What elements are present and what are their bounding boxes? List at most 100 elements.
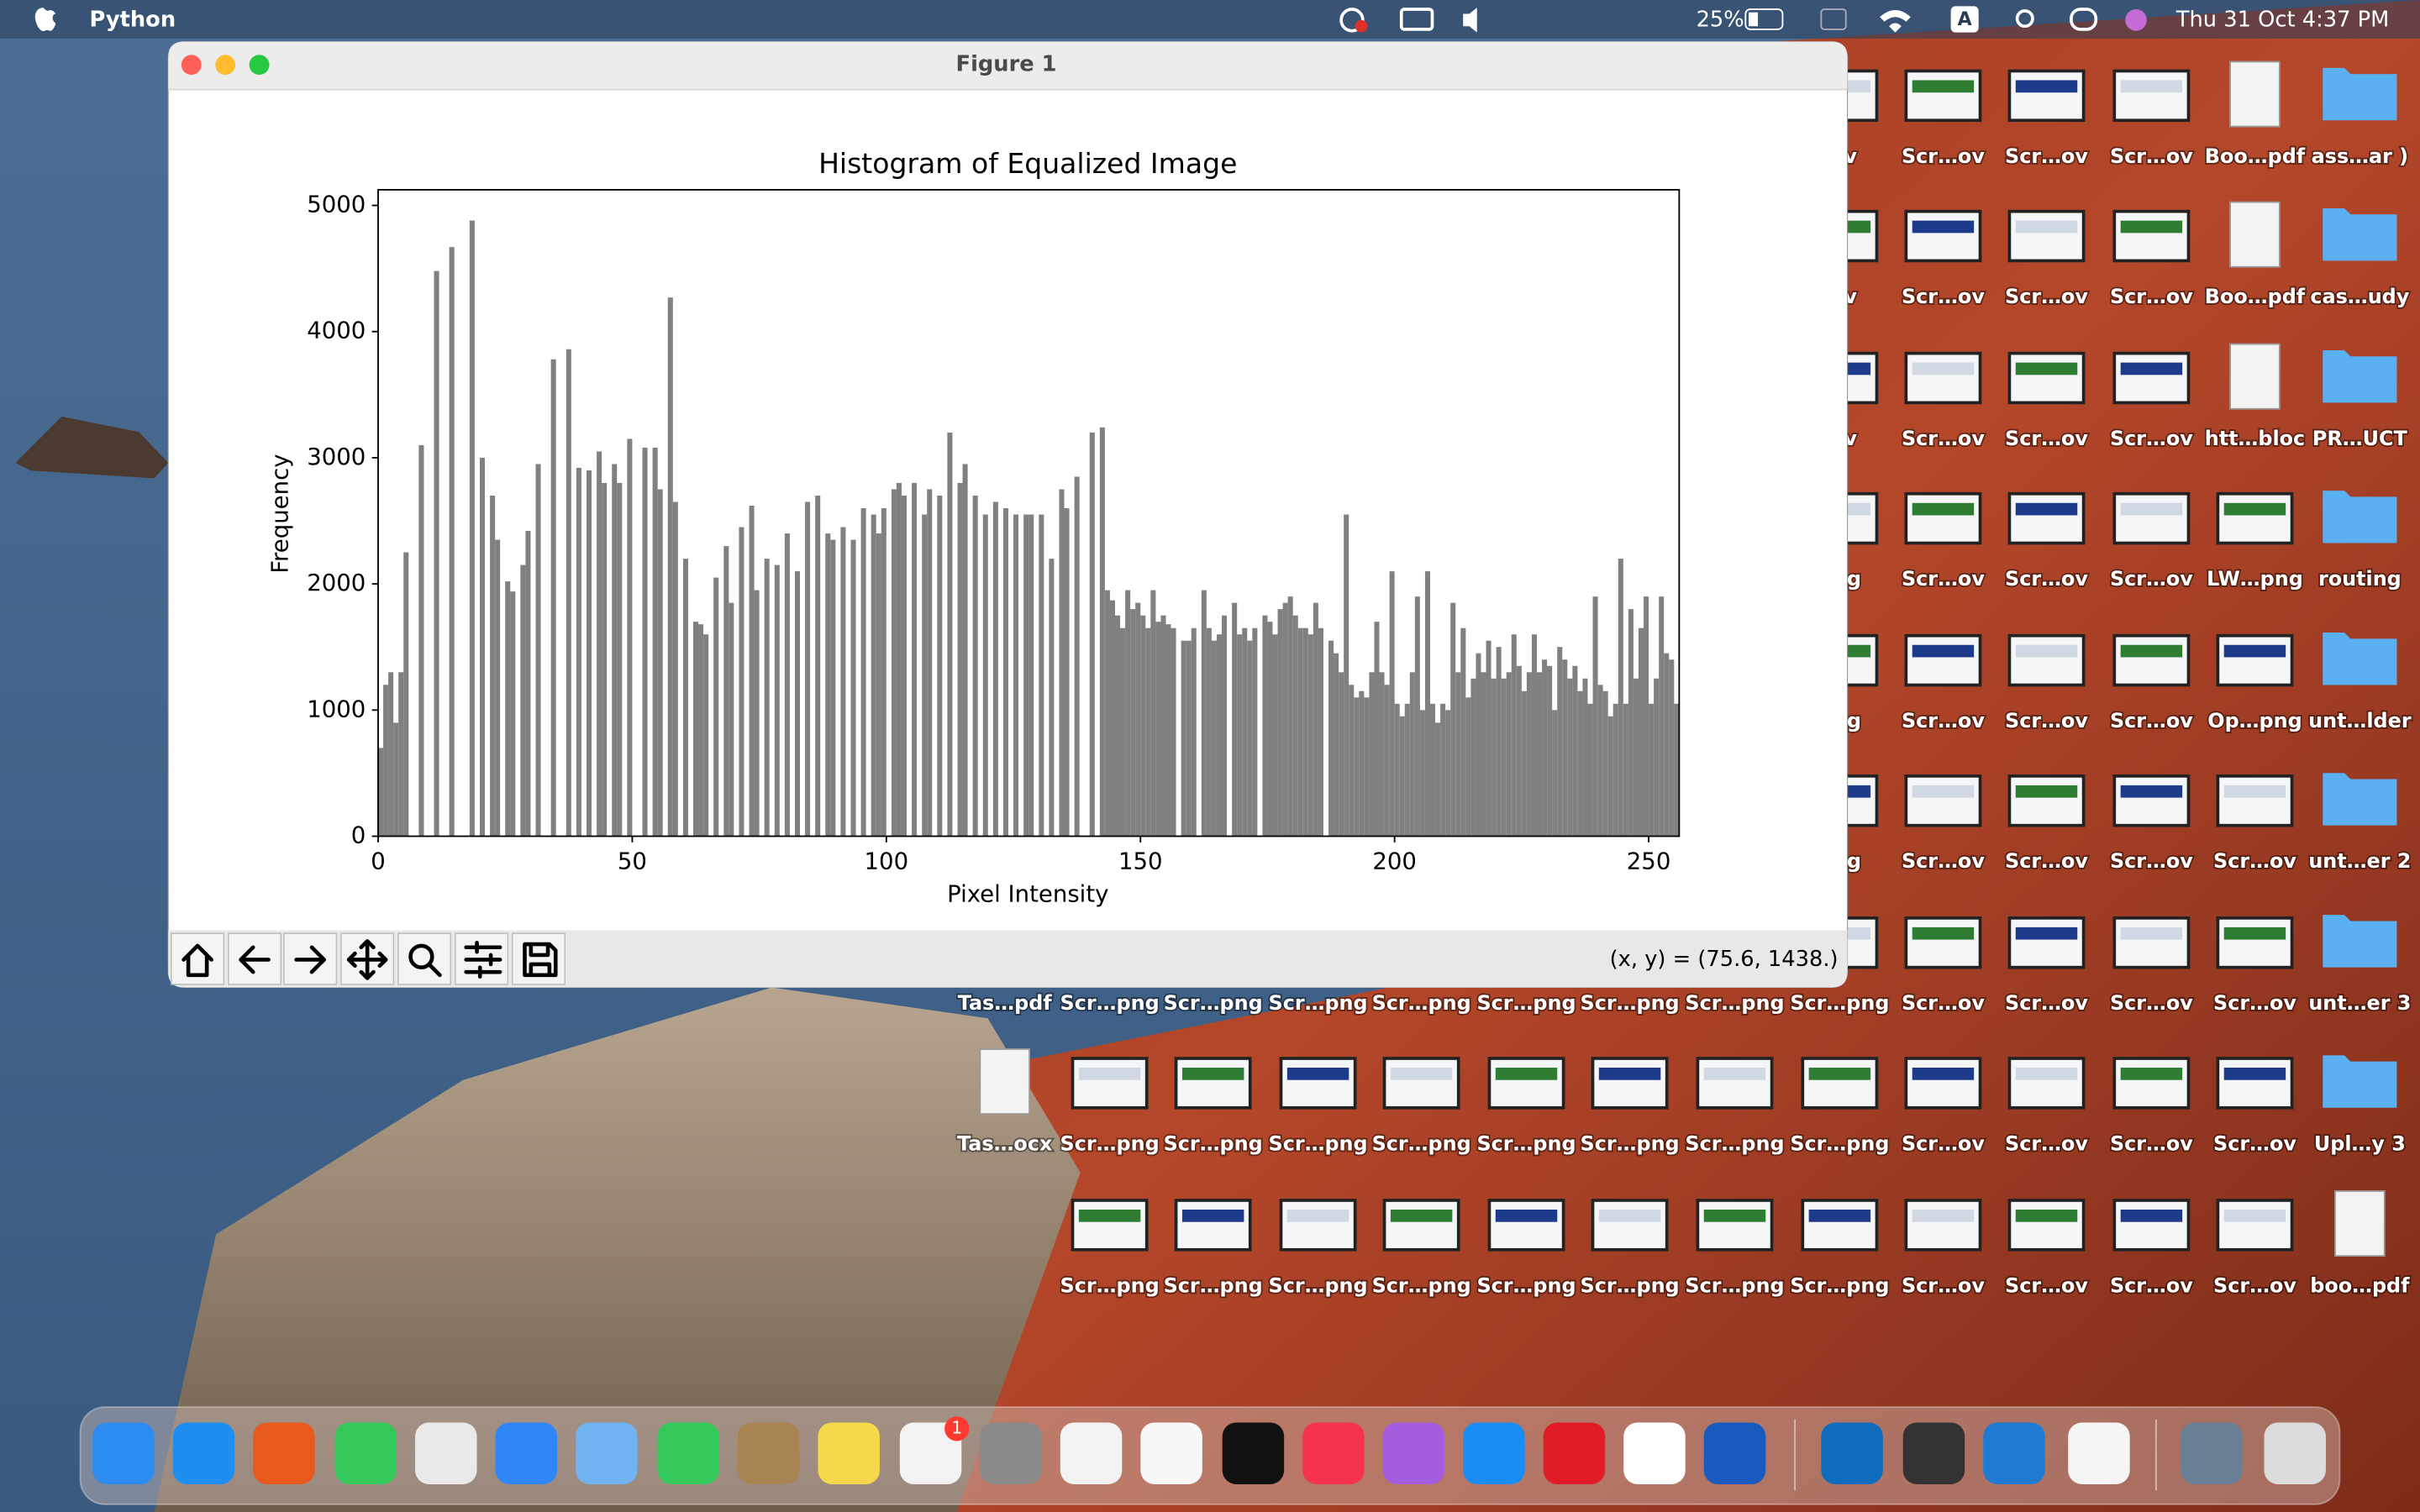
icon-label[interactable]: unt…lder: [2307, 707, 2412, 734]
file-icon[interactable]: [2216, 491, 2294, 545]
icon-label[interactable]: Scr…png: [1162, 1131, 1265, 1158]
icon-label[interactable]: Scr…ov: [2003, 143, 2090, 170]
dock-app[interactable]: [1222, 1422, 1285, 1484]
icon-label[interactable]: Scr…png: [1267, 1272, 1370, 1299]
zoom-rect-button[interactable]: [397, 932, 452, 985]
icon-label[interactable]: Scr…png: [1267, 1131, 1370, 1158]
icon-label[interactable]: Scr…ov: [2108, 848, 2195, 874]
icon-label[interactable]: Scr…ov: [2212, 1272, 2298, 1299]
icon-label[interactable]: Scr…ov: [2108, 283, 2195, 310]
dock-app[interactable]: [495, 1422, 558, 1484]
icon-label[interactable]: Scr…ov: [2003, 1131, 2090, 1158]
icon-label[interactable]: Scr…png: [1788, 1272, 1891, 1299]
folder-icon[interactable]: [2323, 915, 2397, 968]
file-icon[interactable]: [1904, 916, 1982, 969]
file-icon[interactable]: [2112, 633, 2191, 687]
dock-app[interactable]: [1703, 1422, 1766, 1484]
file-icon[interactable]: [1071, 1199, 1149, 1252]
file-icon[interactable]: [1801, 1057, 1879, 1110]
stage-icon[interactable]: [1820, 8, 1847, 30]
icon-label[interactable]: Tas…pdf: [956, 990, 1054, 1016]
icon-label[interactable]: Scr…png: [1059, 1131, 1161, 1158]
icon-label[interactable]: Scr…ov: [2003, 990, 2090, 1016]
icon-label[interactable]: Boo…pdf: [2203, 143, 2307, 170]
icon-label[interactable]: Scr…ov: [2212, 990, 2298, 1016]
file-icon[interactable]: [2216, 1057, 2294, 1110]
file-icon[interactable]: [1801, 1199, 1879, 1252]
file-icon[interactable]: [2007, 774, 2086, 827]
icon-label[interactable]: Scr…png: [1370, 1272, 1473, 1299]
icon-label[interactable]: Op…png: [2206, 707, 2303, 734]
icon-label[interactable]: Scr…ov: [1900, 990, 1986, 1016]
icon-label[interactable]: Scr…ov: [1900, 143, 1986, 170]
file-icon[interactable]: [1591, 1199, 1669, 1252]
file-icon[interactable]: [1696, 1199, 1774, 1252]
icon-label[interactable]: Scr…ov: [1900, 848, 1986, 874]
dock-app[interactable]: [818, 1422, 880, 1484]
file-icon[interactable]: [1487, 1057, 1565, 1110]
dock-app[interactable]: [576, 1422, 638, 1484]
icon-label[interactable]: Scr…ov: [1900, 707, 1986, 734]
file-icon[interactable]: [1174, 1057, 1252, 1110]
icon-label[interactable]: Scr…png: [1476, 1131, 1578, 1158]
icon-label[interactable]: Scr…png: [1162, 990, 1265, 1016]
icon-label[interactable]: htt…bloc: [2203, 425, 2307, 452]
minimize-button[interactable]: [215, 55, 236, 76]
folder-icon[interactable]: [2323, 633, 2397, 685]
icon-label[interactable]: Scr…png: [1370, 1131, 1473, 1158]
app-name[interactable]: Python: [90, 7, 176, 32]
icon-label[interactable]: Scr…png: [1059, 990, 1161, 1016]
search-icon[interactable]: [2015, 9, 2034, 29]
icon-label[interactable]: Tas…ocx: [955, 1131, 1055, 1158]
dock-app[interactable]: [1140, 1422, 1202, 1484]
file-icon[interactable]: [1071, 1057, 1149, 1110]
icon-label[interactable]: Scr…ov: [2003, 425, 2090, 452]
icon-label[interactable]: Scr…ov: [2108, 143, 2195, 170]
icon-label[interactable]: Scr…ov: [1900, 1131, 1986, 1158]
file-icon[interactable]: [1904, 1057, 1982, 1110]
clock[interactable]: Thu 31 Oct 4:37 PM: [2175, 7, 2390, 32]
folder-icon[interactable]: [2323, 67, 2397, 121]
file-icon[interactable]: [1174, 1199, 1252, 1252]
dock-app[interactable]: [2181, 1422, 2243, 1484]
input-box[interactable]: [1950, 6, 1979, 33]
file-icon[interactable]: [1279, 1057, 1357, 1110]
icon-label[interactable]: Scr…png: [1684, 1272, 1786, 1299]
file-icon[interactable]: [1904, 633, 1982, 687]
icon-label[interactable]: Scr…png: [1059, 1272, 1161, 1299]
file-icon[interactable]: [2007, 69, 2086, 123]
file-icon[interactable]: [2007, 209, 2086, 263]
dock-app[interactable]: [1543, 1422, 1606, 1484]
control-center[interactable]: [2070, 8, 2098, 31]
file-icon[interactable]: [1904, 774, 1982, 827]
input-source[interactable]: A: [1958, 9, 1972, 30]
icon-label[interactable]: Scr…ov: [2003, 1272, 2090, 1299]
file-icon[interactable]: [2229, 201, 2281, 268]
file-icon[interactable]: [1279, 1199, 1357, 1252]
file-icon[interactable]: [2112, 1057, 2191, 1110]
icon-label[interactable]: routing: [2317, 565, 2402, 592]
file-icon[interactable]: [2007, 916, 2086, 969]
file-icon[interactable]: [1904, 351, 1982, 405]
file-icon[interactable]: [2007, 1199, 2086, 1252]
icon-label[interactable]: ass…ar ): [2310, 143, 2410, 170]
file-icon[interactable]: [979, 1048, 1031, 1116]
file-icon[interactable]: [1904, 491, 1982, 545]
icon-label[interactable]: Scr…png: [1476, 990, 1578, 1016]
display-icon[interactable]: [1399, 8, 1434, 31]
icon-label[interactable]: LW…png: [2205, 565, 2304, 592]
file-icon[interactable]: [2007, 491, 2086, 545]
icon-label[interactable]: Scr…png: [1267, 990, 1370, 1016]
wifi-icon[interactable]: [1880, 9, 1911, 33]
file-icon[interactable]: [2007, 633, 2086, 687]
file-icon[interactable]: [1487, 1199, 1565, 1252]
close-button[interactable]: [181, 55, 202, 76]
dock-app[interactable]: [1623, 1422, 1686, 1484]
icon-label[interactable]: Scr…ov: [1900, 425, 1986, 452]
file-icon[interactable]: [1904, 1199, 1982, 1252]
file-icon[interactable]: [2334, 1190, 2386, 1257]
folder-icon[interactable]: [2323, 491, 2397, 543]
dock-app[interactable]: [1983, 1422, 2045, 1484]
apple-menu[interactable]: [34, 8, 56, 32]
file-icon[interactable]: [2216, 1199, 2294, 1252]
